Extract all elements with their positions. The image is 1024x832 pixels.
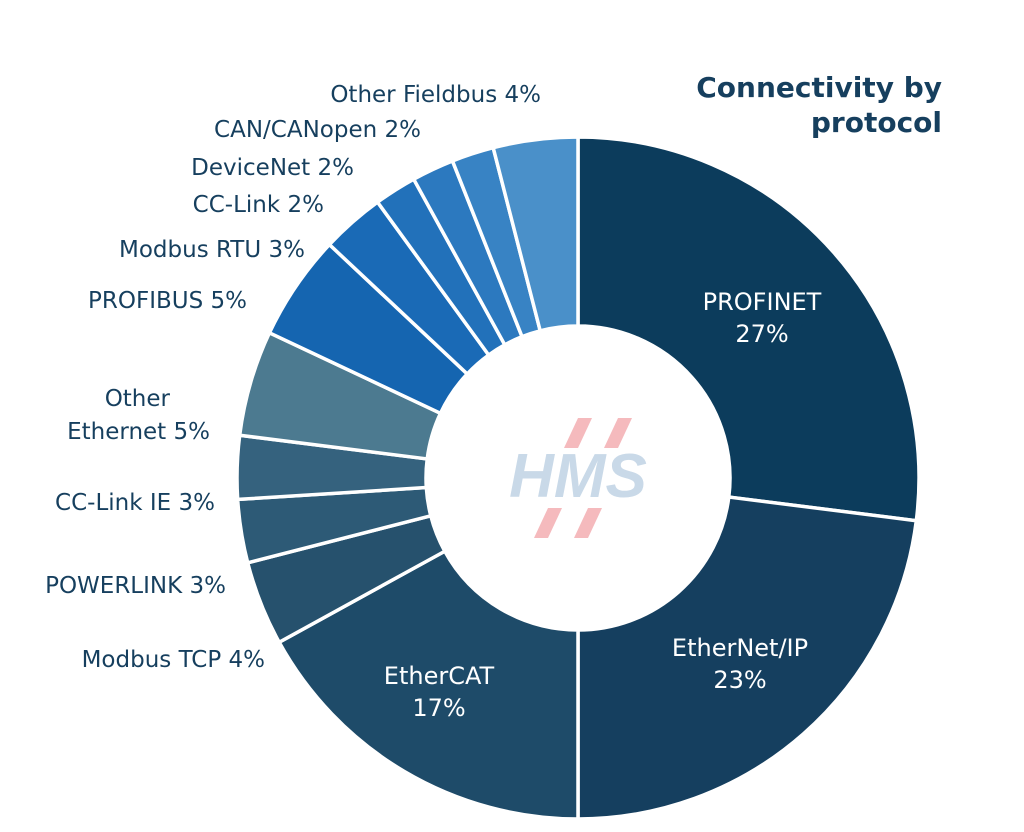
slice-ethercat — [276, 548, 580, 821]
slice-label-profibus: PROFIBUS 5% — [88, 288, 247, 314]
slice-label-can-canopen: CAN/CANopen 2% — [214, 117, 421, 143]
slice-label-modbus-tcp: Modbus TCP 4% — [82, 647, 265, 673]
slice-label-devicenet: DeviceNet 2% — [191, 155, 354, 181]
slice-label-powerlink: POWERLINK 3% — [45, 573, 226, 599]
slice-profinet — [576, 135, 921, 523]
slice-label-ethernet-ip: EtherNet/IP 23% — [672, 634, 808, 694]
slice-label-cc-link-ie: CC-Link IE 3% — [55, 490, 215, 516]
logo-red-stripes — [534, 418, 632, 538]
labels-group: PROFINET 27% EtherNet/IP 23% EtherCAT 17% Modb… — [45, 82, 822, 722]
logo-text: HMS — [509, 442, 647, 511]
slice-other-fieldbus — [491, 135, 580, 333]
slice-label-modbus-rtu: Modbus RTU 3% — [119, 237, 305, 263]
slice-label-other-ethernet: Other Ethernet 5% — [67, 386, 210, 445]
slice-label-ethercat: EtherCAT 17% — [384, 662, 495, 722]
slice-label-profinet: PROFINET 27% — [703, 288, 822, 348]
hms-logo: HMS — [509, 418, 647, 538]
slice-label-other-fieldbus: Other Fieldbus 4% — [330, 82, 541, 108]
chart-title: Connectivity by protocol — [696, 71, 942, 139]
slice-label-cc-link: CC-Link 2% — [193, 192, 324, 218]
slices-group — [235, 135, 921, 821]
slice-ethernet-ip — [576, 495, 919, 821]
